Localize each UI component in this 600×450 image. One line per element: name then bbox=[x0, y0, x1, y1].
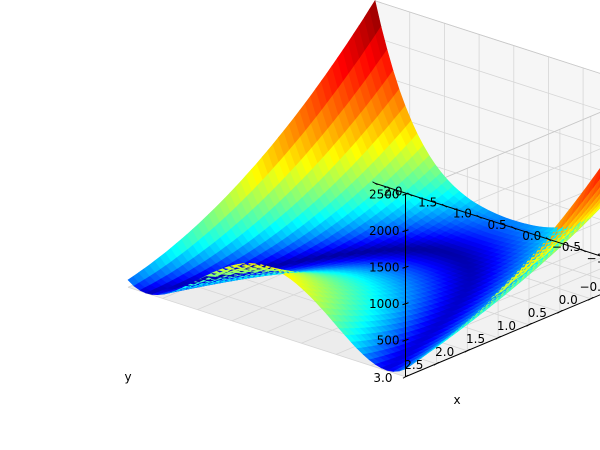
x-tick-label: 0.5 bbox=[488, 218, 507, 232]
x-tick bbox=[476, 214, 482, 219]
y-tick-label: 0.5 bbox=[528, 306, 547, 320]
z-tick bbox=[402, 229, 409, 233]
y-tick-label: −0.5 bbox=[579, 280, 600, 294]
z-tick bbox=[402, 265, 409, 269]
axis-ticks: −1.5−1.0−0.50.00.51.01.52.0−0.50.00.51.0… bbox=[369, 181, 600, 385]
x-tick-label: 0.0 bbox=[522, 229, 541, 243]
z-tick-label: 1500 bbox=[369, 260, 400, 274]
x-tick-label: −0.5 bbox=[552, 240, 581, 254]
z-tick-label: 2000 bbox=[369, 224, 400, 238]
y-tick-label: 2.0 bbox=[435, 345, 454, 359]
x-tick-label: 1.5 bbox=[418, 195, 437, 209]
z-tick-label: 2500 bbox=[369, 187, 400, 201]
y-tick bbox=[495, 335, 501, 340]
x-tick-label: 2.0 bbox=[383, 184, 402, 198]
y-tick bbox=[464, 348, 471, 353]
x-tick bbox=[580, 248, 586, 253]
surface-facet bbox=[597, 182, 600, 190]
x-tick-label: 1.0 bbox=[453, 207, 472, 221]
y-tick-label: 0.0 bbox=[559, 293, 578, 307]
y-tick-label: 1.0 bbox=[497, 319, 516, 333]
x-tick bbox=[372, 181, 378, 186]
surface-facet bbox=[595, 198, 600, 208]
surface-facet bbox=[595, 194, 600, 204]
surface bbox=[127, 0, 600, 372]
surface-facet bbox=[594, 202, 600, 212]
y-axis-label: y bbox=[124, 370, 131, 384]
y-tick-label: 3.0 bbox=[373, 371, 392, 385]
surface-facet bbox=[596, 188, 600, 198]
y-tick-label: 2.5 bbox=[404, 358, 423, 372]
x-tick bbox=[510, 226, 517, 230]
surface-facet bbox=[593, 204, 600, 214]
surface-facet bbox=[592, 167, 600, 189]
y-tick bbox=[526, 322, 532, 327]
z-tick-label: 1000 bbox=[369, 297, 400, 311]
surface-facet bbox=[592, 207, 600, 216]
y-tick bbox=[433, 361, 440, 366]
z-tick bbox=[402, 338, 409, 342]
x-tick bbox=[545, 237, 552, 242]
pane-top-edge bbox=[374, 0, 600, 195]
x-axis-label: x bbox=[453, 393, 460, 407]
z-tick-label: 500 bbox=[377, 333, 400, 347]
surface-facet bbox=[598, 207, 600, 210]
x-tick bbox=[441, 203, 448, 208]
z-tick bbox=[402, 302, 409, 306]
z-tick bbox=[402, 192, 409, 196]
x-tick-label: −1.0 bbox=[587, 251, 600, 265]
grid-line-z bbox=[374, 36, 600, 232]
y-tick bbox=[587, 296, 594, 301]
y-tick-label: 1.5 bbox=[466, 332, 485, 346]
y-tick bbox=[557, 309, 563, 314]
